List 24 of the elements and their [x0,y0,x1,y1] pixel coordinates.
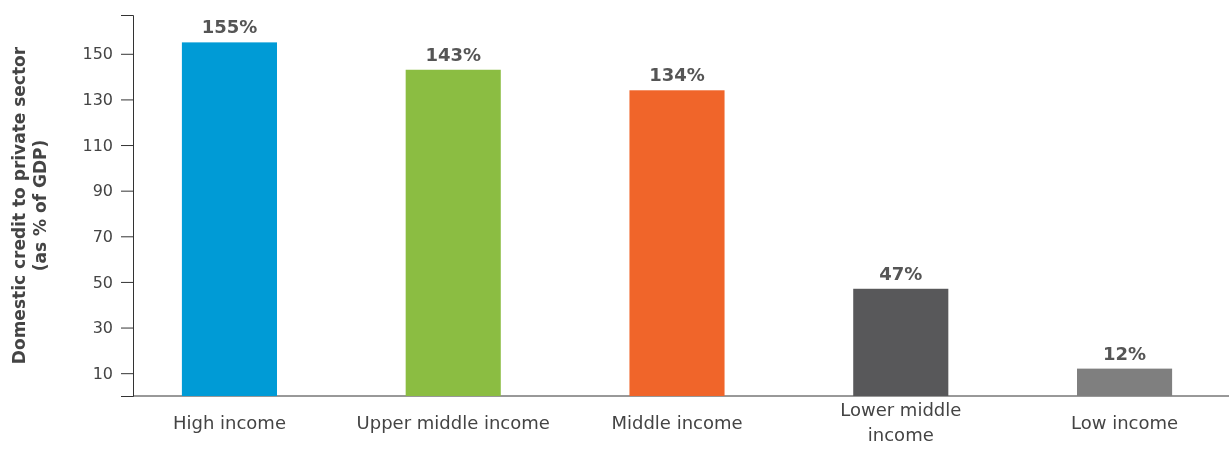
x-tick-label: Lower middle income [840,399,962,446]
bar [181,42,277,396]
y-tick-label: 30 [92,318,113,338]
x-tick-label: High income [172,411,286,433]
data-label: 143% [425,43,482,65]
bar [853,288,949,396]
x-tick-label: Middle income [611,411,743,433]
x-tick-label: Low income [1071,411,1179,433]
y-tick-label: 50 [92,272,113,292]
data-label: 47% [879,262,923,284]
bar [405,69,501,396]
bar [1077,368,1173,396]
y-tick-label: 90 [92,181,113,201]
y-tick-label: 150 [82,44,113,64]
y-tick-label: 110 [82,135,113,155]
y-tick-label: 130 [82,90,113,110]
y-tick-label: 10 [92,363,113,383]
data-label: 134% [649,64,705,86]
bar [629,90,725,396]
y-tick-label: 70 [92,226,113,246]
x-tick-label: Upper middle income [356,411,550,433]
data-label: 155% [201,16,258,38]
data-label: 12% [1103,342,1147,364]
y-axis-title: Domestic credit to private sector (as % of GDP) [9,46,51,365]
